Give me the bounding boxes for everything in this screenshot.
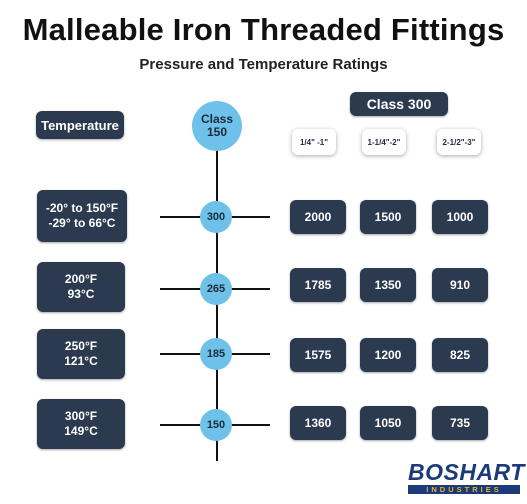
class150-rating: 300: [200, 201, 232, 233]
logo-wordmark: BOSHART: [408, 459, 525, 485]
class150-rating: 265: [200, 273, 232, 305]
temperature-cell: -20° to 150°F -29° to 66°C: [37, 190, 127, 242]
size-header-1-label: 1/4" -1": [299, 137, 329, 147]
class150-rating: 150: [200, 409, 232, 441]
temperature-value: 250°F 121°C: [64, 339, 98, 368]
class300-header: Class 300: [350, 92, 448, 116]
class300-rating: 1000: [432, 200, 488, 234]
class300-rating: 825: [432, 338, 488, 372]
size-header-2-label: 1-1/4"-2": [367, 137, 401, 147]
class150-rating-value: 300: [206, 211, 226, 223]
size-header-2: 1-1/4"-2": [362, 129, 406, 155]
class300-rating: 910: [432, 268, 488, 302]
rating-value: 1050: [374, 416, 402, 430]
class300-rating: 1785: [290, 268, 346, 302]
temperature-cell: 300°F 149°C: [37, 399, 125, 449]
rating-value: 1500: [374, 210, 402, 224]
rating-value: 1785: [304, 278, 332, 292]
temperature-value: 300°F 149°C: [64, 409, 98, 438]
rating-value: 1000: [446, 210, 474, 224]
class150-rating-value: 265: [206, 283, 226, 295]
class300-rating: 1200: [360, 338, 416, 372]
class300-rating: 735: [432, 406, 488, 440]
rating-value: 1350: [374, 278, 402, 292]
boshart-logo: BOSHART INDUSTRIES: [408, 459, 525, 496]
class300-rating: 1050: [360, 406, 416, 440]
temperature-cell: 200°F 93°C: [37, 262, 125, 312]
temperature-header-label: Temperature: [41, 117, 119, 133]
size-header-3-label: 2-1/2"-3": [442, 137, 476, 147]
size-header-1: 1/4" -1": [292, 129, 336, 155]
rating-value: 910: [449, 278, 471, 292]
class150-rating: 185: [200, 338, 232, 370]
class150-rating-value: 185: [206, 348, 226, 360]
rating-value: 1575: [304, 348, 332, 362]
page-subtitle: Pressure and Temperature Ratings: [139, 56, 388, 73]
rating-value: 825: [449, 348, 471, 362]
class150-rating-value: 150: [206, 419, 226, 431]
page-title: Malleable Iron Threaded Fittings: [22, 12, 505, 47]
class300-rating: 2000: [290, 200, 346, 234]
size-header-3: 2-1/2"-3": [437, 129, 481, 155]
temperature-cell: 250°F 121°C: [37, 329, 125, 379]
logo-tagline: INDUSTRIES: [408, 485, 520, 494]
rating-value: 735: [449, 416, 471, 430]
class300-rating: 1350: [360, 268, 416, 302]
class150-header-label: Class 150: [200, 112, 234, 139]
class300-rating: 1575: [290, 338, 346, 372]
rating-value: 1200: [374, 348, 402, 362]
temperature-header: Temperature: [36, 111, 124, 139]
class300-header-label: Class 300: [366, 96, 432, 112]
class150-header: Class 150: [192, 101, 242, 151]
rating-value: 1360: [304, 416, 332, 430]
class300-rating: 1500: [360, 200, 416, 234]
rating-value: 2000: [304, 210, 332, 224]
temperature-value: -20° to 150°F -29° to 66°C: [45, 201, 119, 230]
class300-rating: 1360: [290, 406, 346, 440]
temperature-value: 200°F 93°C: [64, 272, 98, 301]
